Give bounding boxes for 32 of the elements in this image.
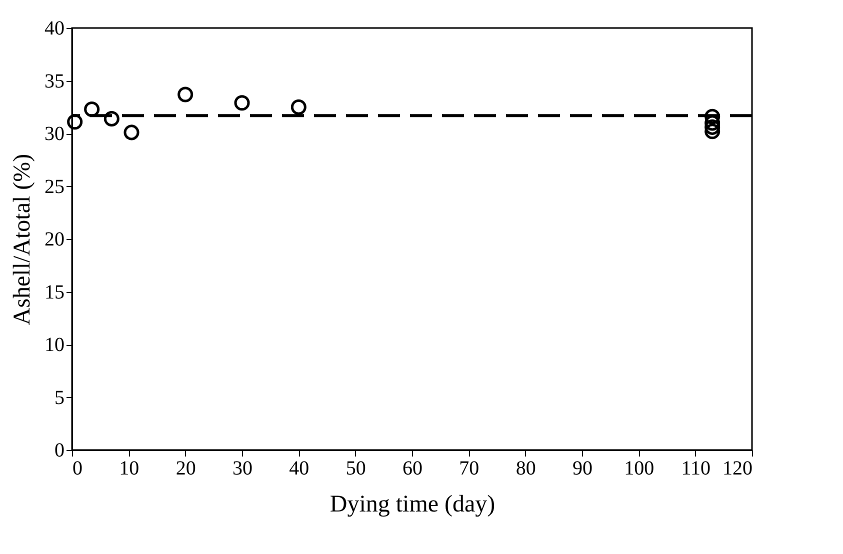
x-tick-label: 60 [402,458,422,480]
point [104,110,120,126]
x-tick-label: 40 [289,458,310,480]
point [234,95,250,111]
x-tick-label: 80 [516,458,536,480]
y-tick-label: 20 [44,228,64,250]
x-tick-label: 100 [624,458,654,480]
x-tick-label: 110 [681,458,710,480]
y-tick-label: 0 [54,440,64,462]
y-tick-label: 30 [44,123,64,145]
x-tick-label: 10 [119,458,140,480]
point [124,124,140,140]
y-tick-label: 35 [44,70,64,92]
x-tick-label: 70 [459,458,480,480]
x-tick-label: 120 [722,458,752,480]
point [704,108,720,124]
y-tick-label: 25 [44,176,64,198]
point [67,114,83,130]
y-tick-label: 10 [44,334,64,356]
x-axis-title: Dying time (day) [330,492,496,518]
y-tick-label: 15 [44,281,64,304]
point [178,86,194,102]
x-tick-label: 30 [232,458,252,480]
point [84,101,100,117]
x-tick-label: 90 [572,458,592,480]
x-tick-label: 20 [176,458,196,480]
y-axis-title: Ashell/Atotal (%) [10,154,36,326]
y-tick-label: 40 [44,18,64,40]
y-tick-label: 5 [54,386,64,409]
point [290,99,306,115]
x-tick-label: 50 [346,458,366,480]
x-tick-label: 0 [72,458,82,480]
